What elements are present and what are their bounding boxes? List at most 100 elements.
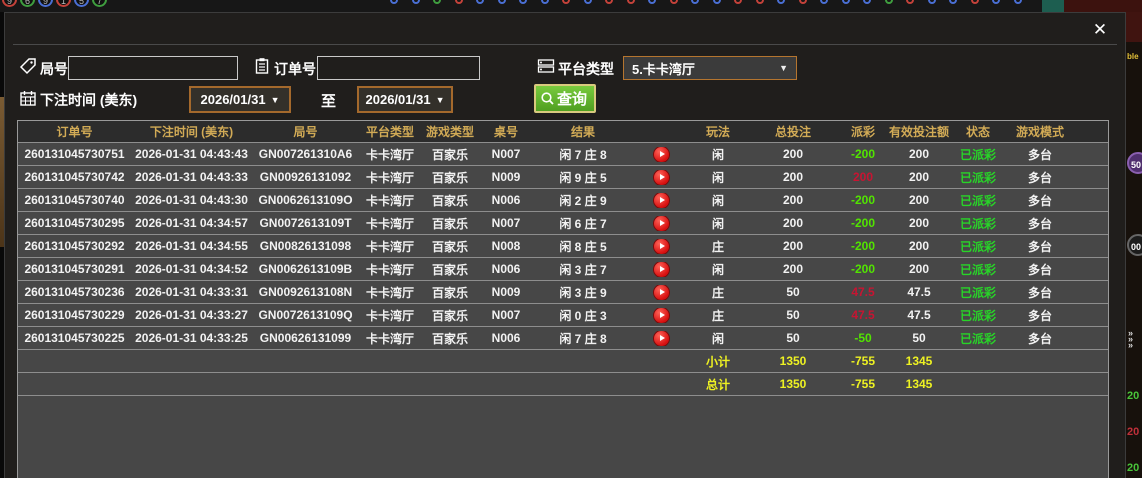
bead-icon [562, 0, 570, 4]
bead-icon [777, 0, 785, 4]
cell-total-bet: 1350 [779, 377, 807, 391]
table-row: 260131045730751 2026-01-31 04:43:43 GN0072… [18, 143, 1108, 166]
cell-valid-bet: 200 [908, 262, 930, 276]
cell-order-id: 260131045730295 [24, 216, 125, 230]
to-label: 至 [321, 93, 337, 110]
cell-result: 闲 0 庄 3 [559, 308, 607, 323]
cell-replay [633, 192, 689, 208]
cell-round-id: GN00626131099 [259, 331, 352, 345]
cell-table-no: N006 [491, 193, 521, 207]
cell-game-type: 百家乐 [431, 285, 468, 300]
cell-payout: -755 [850, 377, 876, 391]
bead-icon [476, 0, 484, 4]
replay-play-icon[interactable] [653, 192, 669, 208]
cell-table-no: N006 [491, 262, 521, 276]
cell-table-no: N007 [491, 147, 521, 161]
cell-game-mode: 多台 [1027, 285, 1052, 300]
cell-total-bet: 50 [786, 331, 800, 345]
cell-round-id: GN00926131092 [259, 170, 352, 184]
cell-game-mode: 多台 [1027, 262, 1052, 277]
date-to-picker[interactable]: 2026/01/31 ▼ [357, 86, 453, 113]
subtotal-row: 小计 1350 -755 1345 [18, 350, 1108, 373]
cell-round-id: GN0062613109O [258, 193, 353, 207]
search-button[interactable]: 查询 [534, 84, 597, 113]
replay-play-icon[interactable] [653, 169, 669, 185]
column-header: 有效投注额 [888, 125, 949, 139]
cell-replay [633, 215, 689, 231]
bead-icon [734, 0, 742, 4]
round-label: 局号 [40, 61, 68, 77]
chevron-down-icon: ▼ [779, 63, 788, 73]
cell-status: 已派彩 [959, 308, 996, 323]
column-header: 玩法 [705, 125, 730, 139]
bead-icon [648, 0, 656, 4]
table-row: 260131045730742 2026-01-31 04:43:33 GN0092… [18, 166, 1108, 189]
roadmap-badge-icon: 9 [2, 0, 17, 7]
replay-play-icon[interactable] [653, 307, 669, 323]
background-left-edge [0, 12, 4, 478]
cell-platform: 卡卡湾厅 [365, 216, 414, 231]
cell-game-mode: 多台 [1027, 331, 1052, 346]
cell-table-no: N006 [491, 331, 521, 345]
replay-play-icon[interactable] [653, 238, 669, 254]
platform-select[interactable]: 5.卡卡湾厅 ▼ [623, 56, 797, 80]
cell-status: 已派彩 [959, 262, 996, 277]
bead-icon [927, 0, 936, 4]
cell-status: 已派彩 [959, 285, 996, 300]
bead-icon [906, 0, 914, 4]
column-header: 总投注 [774, 125, 811, 139]
date-from-picker[interactable]: 2026/01/31 ▼ [189, 86, 291, 113]
order-input[interactable] [317, 56, 480, 80]
bet-time-label: 下注时间 (美东) [40, 92, 138, 108]
cell-bet-side: 庄 [711, 308, 724, 323]
bead-icon [992, 0, 1000, 4]
table-row: 260131045730236 2026-01-31 04:33:31 GN0092… [18, 281, 1108, 304]
replay-play-icon[interactable] [653, 215, 669, 231]
cell-table-no: N009 [491, 285, 521, 299]
bead-icon [863, 0, 871, 4]
cell-platform: 卡卡湾厅 [365, 239, 414, 254]
replay-play-icon[interactable] [653, 330, 669, 346]
cell-order-id: 260131045730740 [24, 193, 125, 207]
clipboard-icon [253, 57, 271, 75]
cell-total-bet: 50 [786, 308, 800, 322]
replay-play-icon[interactable] [653, 261, 669, 277]
bead-icon [497, 0, 506, 4]
cell-result: 闲 2 庄 9 [559, 193, 607, 208]
cell-game-type: 百家乐 [431, 262, 468, 277]
cell-bet-time: 2026-01-31 04:34:52 [135, 262, 248, 276]
table-row: 260131045730295 2026-01-31 04:34:57 GN0072… [18, 212, 1108, 235]
background-table-fragment [1064, 0, 1142, 12]
cell-result: 闲 6 庄 7 [559, 216, 607, 231]
cell-bet-side: 闲 [711, 216, 724, 231]
bead-icon [605, 0, 613, 4]
cell-platform: 卡卡湾厅 [365, 308, 414, 323]
cell-valid-bet: 200 [908, 239, 930, 253]
cell-valid-bet: 1345 [905, 377, 933, 391]
cell-round-id: GN0072613109Q [258, 308, 353, 322]
cell-valid-bet: 1345 [905, 354, 933, 368]
cell-platform: 卡卡湾厅 [365, 331, 414, 346]
order-label: 订单号 [274, 61, 316, 77]
bead-icon [390, 0, 398, 4]
total-row-label: 总计 [705, 377, 730, 392]
round-input[interactable] [68, 56, 238, 80]
cell-payout: -200 [850, 147, 876, 161]
cell-game-type: 百家乐 [431, 147, 468, 162]
cell-total-bet: 200 [782, 193, 804, 207]
roadmap-badge-icon: 5 [74, 0, 89, 7]
replay-play-icon[interactable] [653, 284, 669, 300]
cell-payout: 47.5 [851, 285, 875, 299]
cell-bet-time: 2026-01-31 04:33:31 [135, 285, 248, 299]
cell-replay [633, 146, 689, 162]
cell-valid-bet: 200 [908, 216, 930, 230]
replay-play-icon[interactable] [653, 146, 669, 162]
cell-bet-time: 2026-01-31 04:43:43 [135, 147, 248, 161]
column-header: 游戏模式 [1015, 125, 1064, 139]
cell-result: 闲 3 庄 9 [559, 285, 607, 300]
cell-game-type: 百家乐 [431, 331, 468, 346]
close-icon[interactable]: ✕ [1092, 20, 1108, 39]
table-row: 260131045730229 2026-01-31 04:33:27 GN0072… [18, 304, 1108, 327]
chevron-down-icon: ▼ [435, 94, 445, 105]
cell-payout: -200 [850, 262, 876, 276]
